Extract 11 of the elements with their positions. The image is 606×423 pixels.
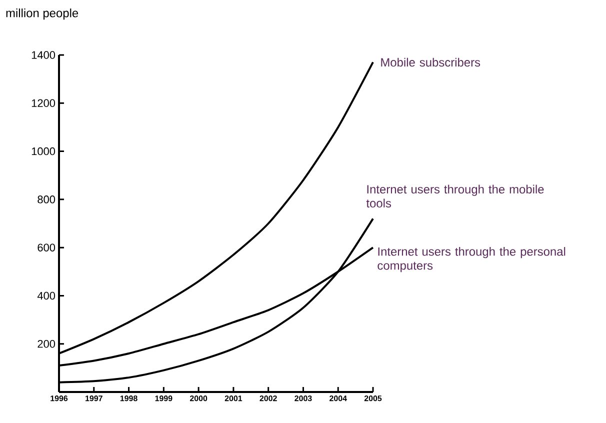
y-tick-label: 1000 [32,147,56,156]
y-tick-label: 600 [38,244,56,252]
y-tick-label: 200 [38,340,56,348]
series-label: Internet users through the mobile tools [366,184,544,208]
y-tick-label: 800 [38,196,56,204]
y-tick-label: 400 [37,292,56,300]
series-label: Internet users through the personal computers [378,247,566,272]
y-tick-label: 1400 [32,51,56,59]
y-tick-label: 1200 [32,99,56,108]
series-label: Mobile subscribers [381,58,480,67]
y-axis-title: million people [6,8,78,20]
